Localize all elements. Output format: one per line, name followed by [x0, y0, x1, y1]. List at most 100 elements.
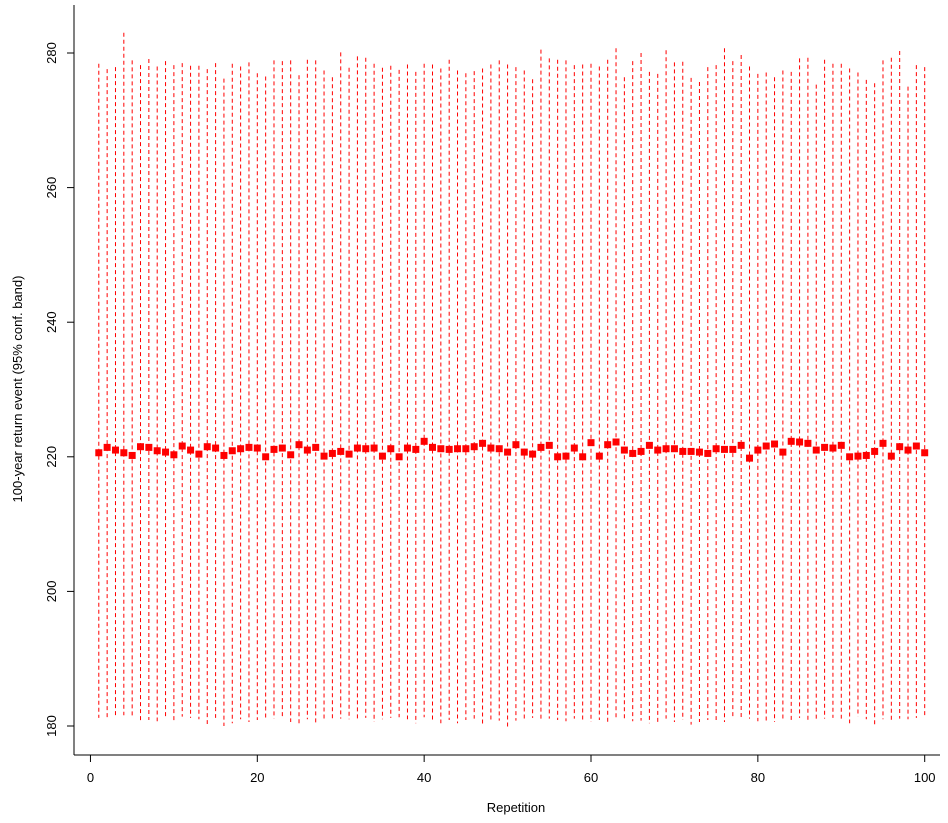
point-estimate: [370, 444, 378, 452]
point-estimate: [520, 448, 528, 456]
point-estimate: [220, 451, 228, 459]
point-estimate: [278, 444, 286, 452]
x-tick-label: 80: [751, 770, 765, 785]
y-axis: 180 200 220 240 260 280: [44, 5, 75, 755]
point-estimate: [137, 443, 145, 451]
point-estimate: [746, 454, 754, 462]
x-axis: 0 20 40 60 80 100: [74, 754, 940, 785]
point-estimate: [587, 439, 595, 447]
point-estimate: [412, 445, 420, 453]
x-ticks: 0 20 40 60 80 100: [87, 755, 936, 785]
x-tick-label: 60: [584, 770, 598, 785]
point-estimate: [879, 439, 887, 447]
y-tick-label: 280: [44, 42, 59, 64]
point-estimate: [237, 445, 245, 453]
point-estimate: [95, 449, 103, 457]
point-estimate: [629, 449, 637, 457]
point-estimate: [720, 445, 728, 453]
y-tick-label: 200: [44, 581, 59, 603]
point-estimate: [145, 443, 153, 451]
point-estimate: [462, 445, 470, 453]
error-bars: [98, 32, 926, 728]
point-estimate: [303, 446, 311, 454]
point-estimate: [162, 448, 170, 456]
point-estimate: [353, 444, 361, 452]
point-estimate: [228, 447, 236, 455]
point-estimate: [620, 446, 628, 454]
point-estimate: [403, 444, 411, 452]
point-estimate: [812, 446, 820, 454]
point-estimate: [921, 449, 929, 457]
point-estimate: [262, 453, 270, 461]
point-estimate: [487, 444, 495, 452]
point-estimate: [737, 441, 745, 449]
point-estimate: [687, 447, 695, 455]
point-estimate: [537, 443, 545, 451]
point-estimate: [253, 444, 261, 452]
point-estimate: [153, 447, 161, 455]
x-axis-title: Repetition: [487, 800, 546, 815]
point-estimate: [103, 443, 111, 451]
point-estimate: [579, 453, 587, 461]
point-estimates: [95, 437, 929, 462]
point-estimate: [287, 451, 295, 459]
point-estimate: [470, 443, 478, 451]
point-estimate: [679, 447, 687, 455]
y-tick-label: 220: [44, 446, 59, 468]
point-estimate: [295, 441, 303, 449]
point-estimate: [195, 450, 203, 458]
point-estimate: [654, 446, 662, 454]
point-estimate: [771, 440, 779, 448]
point-estimate: [595, 452, 603, 460]
point-estimate: [320, 452, 328, 460]
x-tick-label: 0: [87, 770, 94, 785]
point-estimate: [804, 439, 812, 447]
y-ticks: 180 200 220 240 260 280: [44, 42, 74, 737]
point-estimate: [896, 443, 904, 451]
point-estimate: [270, 445, 278, 453]
point-estimate: [612, 438, 620, 446]
point-estimate: [312, 443, 320, 451]
point-estimate: [504, 448, 512, 456]
point-estimate: [854, 452, 862, 460]
point-estimate: [120, 449, 128, 457]
point-estimate: [428, 443, 436, 451]
point-estimate: [829, 444, 837, 452]
point-estimate: [846, 453, 854, 461]
point-estimate: [111, 446, 119, 454]
point-estimate: [904, 446, 912, 454]
y-tick-label: 260: [44, 177, 59, 199]
point-estimate: [887, 452, 895, 460]
point-estimate: [837, 441, 845, 449]
point-estimate: [562, 452, 570, 460]
point-estimate: [378, 452, 386, 460]
x-tick-label: 100: [914, 770, 936, 785]
y-axis-title: 100-year return event (95% conf. band): [10, 276, 25, 503]
point-estimate: [662, 445, 670, 453]
x-tick-label: 20: [250, 770, 264, 785]
point-estimate: [645, 441, 653, 449]
point-estimate: [529, 450, 537, 458]
point-estimate: [821, 443, 829, 451]
point-estimate: [712, 445, 720, 453]
point-estimate: [604, 441, 612, 449]
point-estimate: [871, 447, 879, 455]
point-estimate: [178, 442, 186, 450]
point-estimate: [729, 445, 737, 453]
point-estimate: [787, 437, 795, 445]
point-estimate: [479, 439, 487, 447]
point-estimate: [345, 450, 353, 458]
point-estimate: [387, 445, 395, 453]
y-tick-label: 240: [44, 311, 59, 333]
point-estimate: [762, 442, 770, 450]
point-estimate: [704, 449, 712, 457]
point-estimate: [670, 445, 678, 453]
point-estimate: [395, 453, 403, 461]
point-estimate: [212, 444, 220, 452]
point-estimate: [203, 443, 211, 451]
point-estimate: [796, 438, 804, 446]
point-estimate: [495, 445, 503, 453]
y-tick-label: 180: [44, 715, 59, 737]
x-tick-label: 40: [417, 770, 431, 785]
